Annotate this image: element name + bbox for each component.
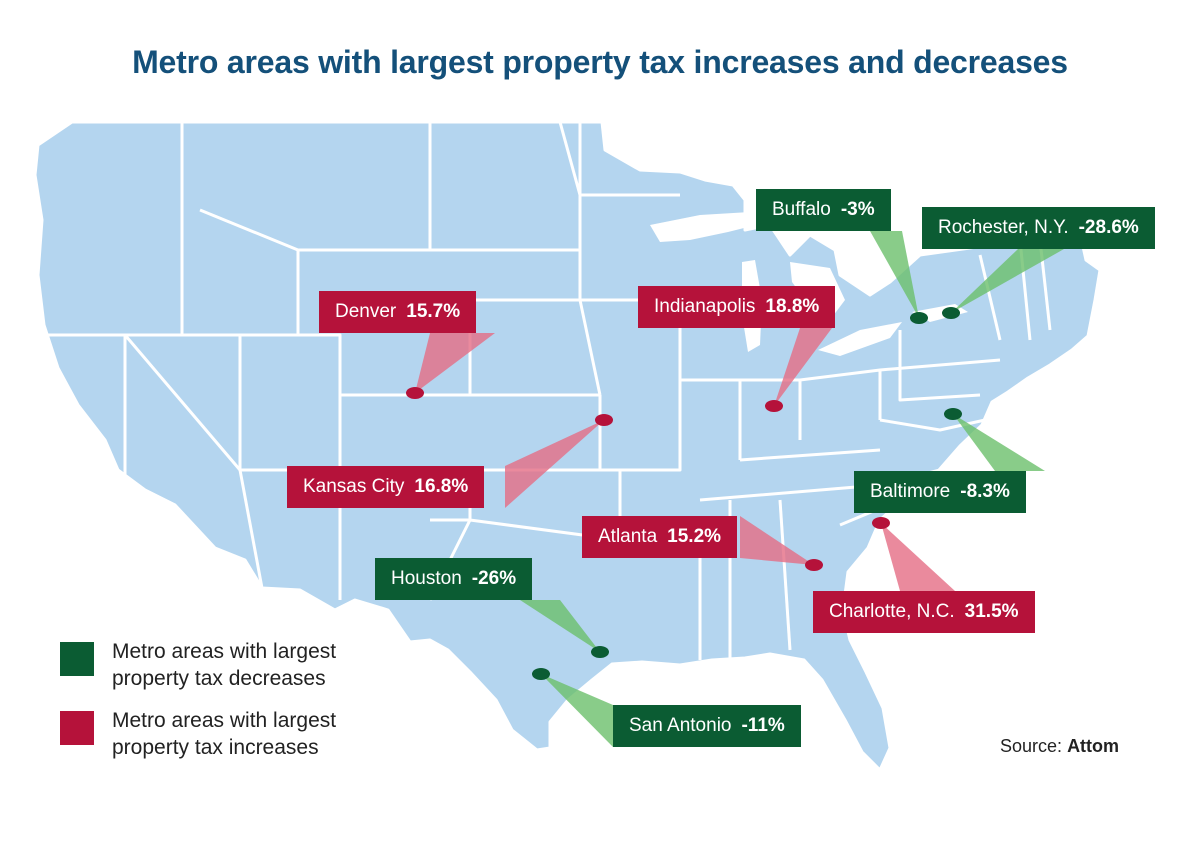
city-marker-atlanta [805,559,823,571]
metro-name: Baltimore [870,481,951,502]
city-marker-charlotte [872,517,890,529]
metro-value: 18.8% [765,296,820,317]
city-marker-denver [406,387,424,399]
leader-baltimore [953,414,1045,471]
city-marker-rochester [942,307,960,319]
city-marker-houston [591,646,609,658]
city-marker-indianapolis [765,400,783,412]
metro-label-atlanta: Atlanta 15.2% [582,516,738,558]
metro-name: Rochester, N.Y. [938,217,1069,238]
metro-value: 31.5% [964,601,1019,622]
source-name: Attom [1067,736,1120,756]
metro-name: Atlanta [598,526,658,547]
leader-kansas-city [505,420,604,508]
metro-label-buffalo: Buffalo -3% [756,189,891,231]
metro-label-rochester: Rochester, N.Y. -28.6% [922,207,1155,249]
metro-label-denver: Denver 15.7% [319,291,477,333]
leader-houston [520,600,600,652]
legend-swatch-increase [60,711,94,745]
leader-atlanta [740,516,814,565]
metro-value: -11% [741,715,785,736]
metro-value: 16.8% [414,476,469,497]
metro-name: Houston [391,568,462,589]
leader-indianapolis [774,328,832,406]
legend-increase: Metro areas with largest property tax in… [60,707,392,761]
metro-label-houston: Houston -26% [375,558,533,600]
metro-value: 15.2% [667,526,722,547]
city-marker-kansas-city [595,414,613,426]
city-marker-buffalo [910,312,928,324]
metro-name: Indianapolis [654,296,756,317]
legend-label-increase: Metro areas with largest property tax in… [112,709,337,759]
metro-name: San Antonio [629,715,732,736]
lake-erie [818,322,902,356]
city-marker-baltimore [944,408,962,420]
metro-value: -8.3% [960,481,1010,502]
metro-label-san-antonio: San Antonio -11% [613,705,801,747]
metro-value: -26% [471,568,517,589]
map-title: Metro areas with largest property tax in… [132,44,1068,80]
metro-name: Buffalo [772,199,831,220]
metro-label-charlotte: Charlotte, N.C. 31.5% [813,591,1035,633]
leader-buffalo [870,231,919,318]
metro-name: Denver [335,301,397,322]
callout-layer [406,231,1064,747]
leader-rochester [951,249,1064,313]
metro-name: Charlotte, N.C. [829,601,955,622]
legend-decrease: Metro areas with largest property tax de… [60,638,392,692]
metro-name: Kansas City [303,476,405,497]
metro-value: 15.7% [406,301,461,322]
leader-charlotte [881,523,955,591]
legend-label-decrease: Metro areas with largest property tax de… [112,640,337,690]
lake-superior [650,212,768,242]
metro-label-indianapolis: Indianapolis 18.8% [638,286,836,328]
metro-value: -28.6% [1078,217,1139,238]
leader-denver [415,333,495,393]
metro-label-kansas-city: Kansas City 16.8% [287,466,485,508]
city-marker-san-antonio [532,668,550,680]
leader-san-antonio [541,674,613,747]
metro-value: -3% [840,199,875,220]
legend-swatch-decrease [60,642,94,676]
source-prefix: Source: [1000,736,1063,756]
source-credit: Source: Attom [1000,736,1119,757]
metro-label-baltimore: Baltimore -8.3% [854,471,1026,513]
